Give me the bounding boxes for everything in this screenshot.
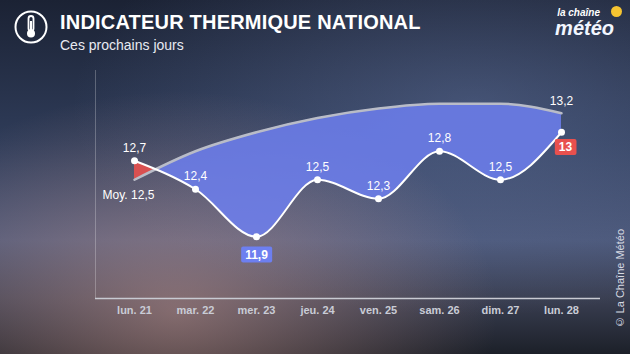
html-text:Ces prochains jours: Ces prochains jours — [60, 37, 184, 53]
svg-text:12,3: 12,3 — [367, 179, 391, 193]
html-text:la chaîne: la chaîne — [557, 7, 600, 18]
html-text:INDICATEUR THERMIQUE NATIONAL: INDICATEUR THERMIQUE NATIONAL — [60, 11, 421, 33]
svg-text:13,2: 13,2 — [550, 94, 574, 108]
svg-text:Moy. 12,5: Moy. 12,5 — [103, 188, 155, 202]
svg-text:ven. 25: ven. 25 — [360, 304, 397, 316]
svg-text:12,4: 12,4 — [184, 169, 208, 183]
svg-text:12,5: 12,5 — [306, 160, 330, 174]
html-text:© La Chaîne Météo: © La Chaîne Météo — [614, 228, 626, 328]
svg-text:jeu. 24: jeu. 24 — [299, 304, 335, 316]
svg-text:11,9: 11,9 — [245, 248, 268, 262]
svg-text:12,5: 12,5 — [489, 160, 513, 174]
svg-text:13: 13 — [559, 140, 573, 154]
svg-text:mer. 23: mer. 23 — [238, 304, 276, 316]
svg-text:lun. 28: lun. 28 — [544, 304, 579, 316]
svg-text:lun. 21: lun. 21 — [117, 304, 152, 316]
svg-text:mar. 22: mar. 22 — [177, 304, 215, 316]
svg-text:12,8: 12,8 — [428, 131, 452, 145]
svg-text:dim. 27: dim. 27 — [482, 304, 520, 316]
svg-text:sam. 26: sam. 26 — [419, 304, 459, 316]
svg-text:12,7: 12,7 — [123, 141, 147, 155]
html-text:météo: météo — [555, 17, 614, 39]
